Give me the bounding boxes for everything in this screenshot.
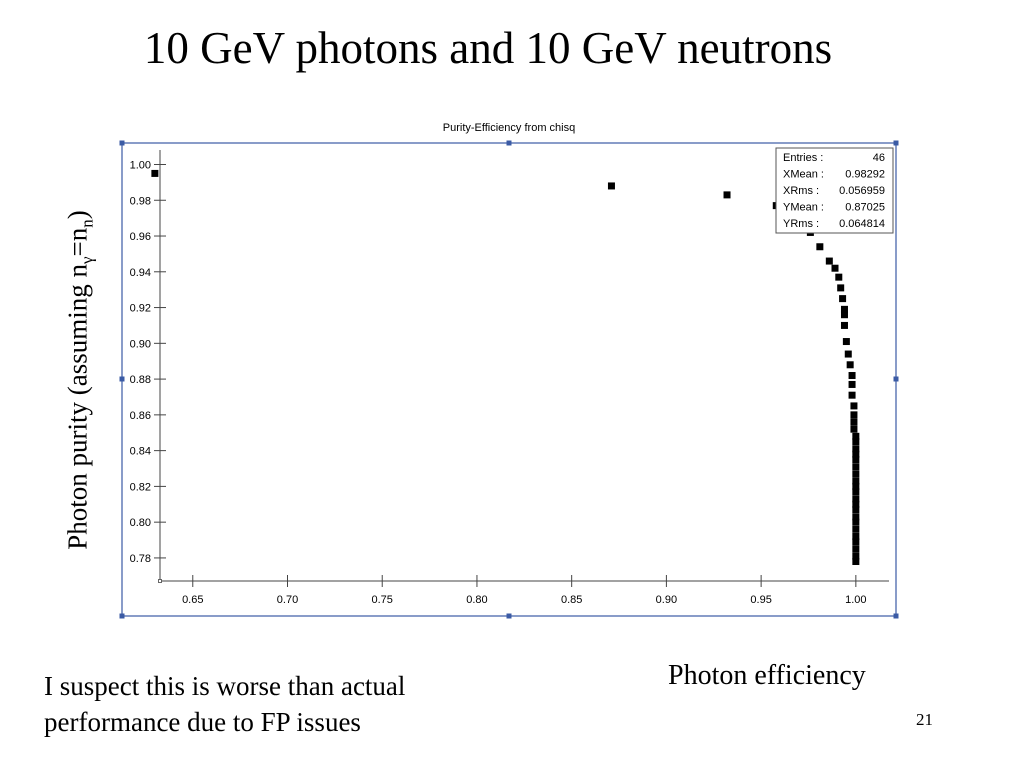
- stats-box-border: [775, 147, 894, 234]
- data-point: [852, 552, 860, 560]
- stats-label: Entries :: [783, 152, 823, 164]
- data-point: [842, 338, 850, 346]
- data-point: [852, 532, 860, 540]
- data-point: [850, 402, 858, 410]
- frame-handle: [893, 140, 899, 146]
- stats-box: Entries : 46 XMean : 0.98292 XRms : 0.056959 Y…: [775, 147, 894, 234]
- data-point: [850, 411, 858, 419]
- frame-handle: [893, 376, 899, 382]
- data-point: [852, 518, 860, 526]
- y-tick-label: 0.98: [130, 195, 151, 207]
- x-tick-label: 0.90: [656, 594, 677, 606]
- note-line-2: performance due to FP issues: [44, 707, 361, 737]
- data-point: [837, 284, 845, 292]
- chart-frame: [119, 140, 899, 619]
- page-number: 21: [916, 710, 933, 729]
- frame-handle: [893, 613, 899, 619]
- data-point: [852, 558, 860, 566]
- data-point: [852, 445, 860, 453]
- data-point: [852, 470, 860, 478]
- data-point: [151, 169, 159, 177]
- data-point: [840, 321, 848, 329]
- data-point: [850, 418, 858, 426]
- data-point: [831, 264, 839, 272]
- stats-value: 46: [873, 152, 885, 164]
- data-point: [852, 432, 860, 440]
- data-point: [607, 182, 615, 190]
- y-tick-label: 0.82: [130, 481, 151, 493]
- data-point: [852, 463, 860, 471]
- y-tick-label: 0.94: [130, 267, 151, 279]
- chart-title: Purity-Efficiency from chisq: [443, 122, 575, 134]
- y-tick-label: 0.86: [130, 410, 151, 422]
- note-line-1: I suspect this is worse than actual: [44, 671, 406, 701]
- x-tick-label: 0.70: [277, 594, 298, 606]
- data-point: [852, 495, 860, 503]
- data-point: [852, 488, 860, 496]
- data-point: [723, 191, 731, 199]
- x-tick-label: 0.65: [182, 594, 203, 606]
- stats-label: YRms :: [783, 218, 819, 230]
- stats-value: 0.056959: [839, 185, 885, 197]
- data-point: [848, 391, 856, 399]
- data-point: [852, 513, 860, 521]
- data-point: [852, 482, 860, 490]
- stats-value: 0.98292: [845, 169, 885, 181]
- y-tick-label: 1.00: [130, 159, 151, 171]
- y-tick-label: 0.78: [130, 553, 151, 565]
- data-point: [852, 545, 860, 553]
- data-point: [852, 438, 860, 446]
- data-point: [852, 506, 860, 514]
- frame-handle: [119, 376, 125, 382]
- data-point: [825, 257, 833, 265]
- stats-label: XMean :: [783, 169, 824, 181]
- data-point: [852, 538, 860, 546]
- data-points: [151, 169, 860, 566]
- x-tick-label: 0.80: [466, 594, 487, 606]
- frame-handle: [119, 613, 125, 619]
- data-point: [850, 425, 858, 433]
- frame-handle: [506, 613, 512, 619]
- y-tick-label: 0.80: [130, 517, 151, 529]
- y-tick-label: 0.90: [130, 338, 151, 350]
- axes: 0.78 0.80 0.82 0.84 0.86 0.88 0.90 0.92 0.94 0.96…: [130, 150, 889, 606]
- data-point: [835, 273, 843, 281]
- stats-label: YMean :: [783, 202, 824, 214]
- x-axis-label: Photon efficiency: [668, 660, 866, 691]
- y-tick-label: 0.88: [130, 374, 151, 386]
- data-point: [852, 456, 860, 464]
- x-tick-label: 1.00: [845, 594, 866, 606]
- data-point: [848, 380, 856, 388]
- x-tick-label: 0.85: [561, 594, 582, 606]
- y-tick-label: 0.84: [130, 446, 151, 458]
- y-tick-label: 0.96: [130, 231, 151, 243]
- frame-handle: [119, 140, 125, 146]
- data-point: [852, 477, 860, 485]
- data-point: [816, 243, 824, 251]
- stats-label: XRms :: [783, 185, 819, 197]
- y-tick-label: 0.92: [130, 303, 151, 315]
- slide-note: I suspect this is worse than actual perf…: [44, 668, 405, 740]
- stats-value: 0.87025: [845, 202, 885, 214]
- data-point: [852, 450, 860, 458]
- data-point: [839, 295, 847, 303]
- axis-origin-marker: [158, 579, 162, 583]
- data-point: [844, 350, 852, 358]
- stats-value: 0.064814: [839, 218, 885, 230]
- x-tick-label: 0.75: [372, 594, 393, 606]
- data-point: [840, 311, 848, 319]
- data-point: [840, 305, 848, 313]
- data-point: [852, 525, 860, 533]
- slide-title: 10 GeV photons and 10 GeV neutrons: [143, 23, 833, 73]
- data-point: [852, 500, 860, 508]
- data-point: [846, 361, 854, 369]
- x-tick-label: 0.95: [750, 594, 771, 606]
- frame-handle: [506, 140, 512, 146]
- data-point: [848, 372, 856, 380]
